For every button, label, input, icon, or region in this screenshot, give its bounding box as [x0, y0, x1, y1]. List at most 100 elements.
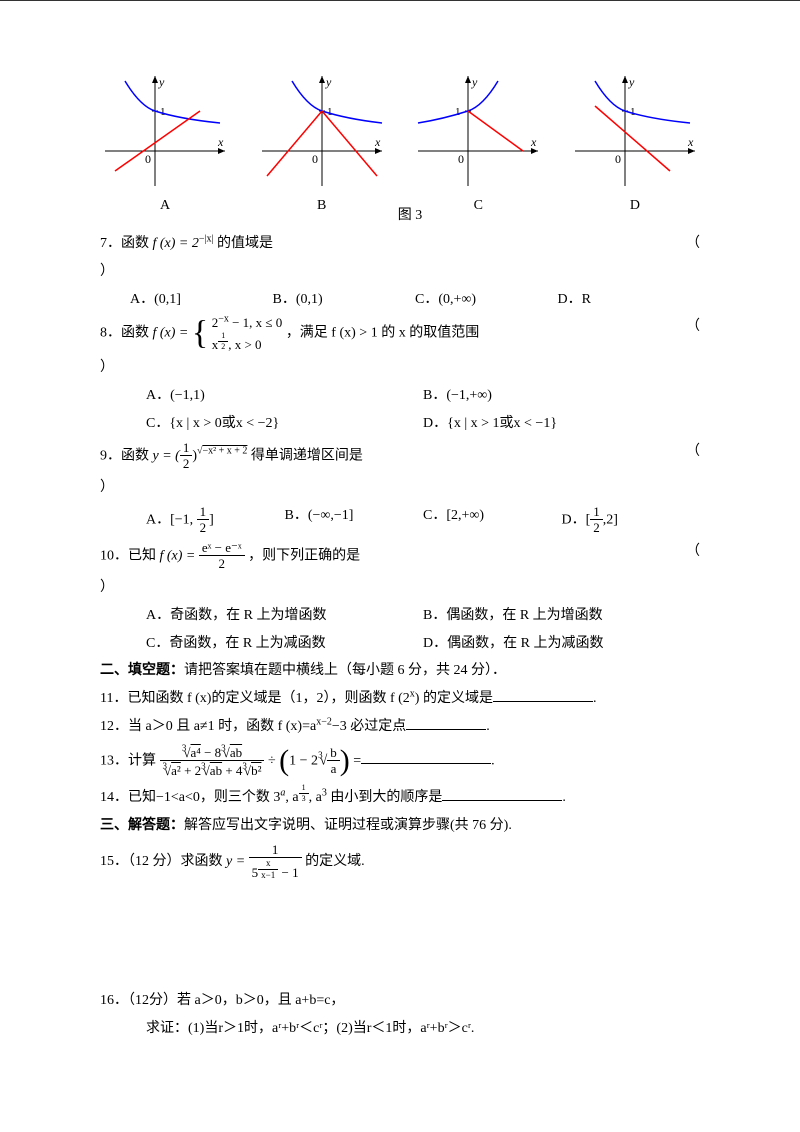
q7-opt-d: D．R: [558, 288, 701, 312]
svg-text:1: 1: [455, 106, 461, 118]
q15-frac: 1 5xx−1 − 1: [249, 842, 302, 881]
q13-mid: ÷: [268, 753, 279, 768]
q13-c: .: [491, 753, 495, 768]
svg-text:y: y: [628, 75, 635, 89]
q9-opt-a: A．[−1, 12]: [146, 504, 285, 536]
q8-c2b: , x > 0: [228, 337, 261, 352]
q10: 10．已知 f (x) = eˣ − e⁻ˣ2 ，则下列正确的是 （: [100, 540, 700, 572]
left-brace-icon: {: [192, 315, 208, 352]
q14-b: 由小到大的顺序是: [330, 790, 442, 805]
paren-open-icon: （: [686, 315, 700, 339]
svg-text:y: y: [325, 75, 332, 89]
spacer: [100, 885, 700, 985]
q13ne: ab: [230, 745, 242, 760]
q9-hd: 2: [180, 456, 193, 472]
q9-y1: y = (: [153, 448, 180, 463]
blank-input[interactable]: [442, 786, 562, 801]
graph-row: y x 0 1 A y x 0 1 B: [100, 71, 700, 214]
q9a1: A．[−1,: [146, 512, 197, 527]
q8-opts-2: C．{x | x > 0或x < −2} D．{x | x > 1或x < −1…: [100, 412, 700, 436]
q7-text-a: 7．函数: [100, 236, 153, 251]
q9-expbody: −x² + x + 2: [203, 445, 248, 456]
q9an: 1: [197, 504, 210, 521]
graph-c: y x 0 1 C: [413, 71, 543, 214]
graph-a: y x 0 1 A: [100, 71, 230, 214]
q9-paren-close: ）: [100, 476, 700, 500]
q7-exp: −|x|: [199, 233, 214, 244]
q9: 9．函数 y = (12)√−x² + x + 2 得单调递增区间是 （: [100, 440, 700, 472]
paren-open-icon: （: [686, 440, 700, 464]
q15-n: 1: [249, 842, 302, 859]
q8-opt-d: D．{x | x > 1或x < −1}: [423, 412, 700, 436]
q12: 12．当 a＞0 且 a≠1 时，函数 f (x)=ax−2−3 必过定点.: [100, 715, 700, 739]
q13-eq: =: [353, 753, 361, 768]
q8-text-a: 8．函数: [100, 326, 153, 341]
graph-d: y x 0 1 D: [570, 71, 700, 214]
sec2-bold: 二、填空题：: [100, 663, 184, 678]
q9a2: ]: [209, 512, 214, 527]
q12-b: −3 必过定点: [332, 719, 406, 734]
q8-opt-b: B．(−1,+∞): [423, 384, 700, 408]
q14-m1: , a: [285, 790, 298, 805]
q13-frac: 3√a⁴ − 83√ab 3√a² + 23√ab + 43√b²: [160, 743, 265, 779]
svg-text:x: x: [687, 135, 694, 149]
q8-fx: f (x) =: [153, 326, 192, 341]
q8-opt-c: C．{x | x > 0或x < −2}: [146, 412, 423, 436]
label-b: B: [257, 198, 387, 214]
q8-c1b: − 1, x ≤ 0: [229, 315, 282, 330]
q15en: x: [258, 858, 278, 870]
q13nb: a⁴: [191, 745, 201, 760]
blank-input[interactable]: [406, 715, 486, 730]
blank-input[interactable]: [361, 749, 491, 764]
q8-c1e: −x: [218, 314, 229, 325]
q15-b: 的定义域.: [305, 853, 365, 868]
q9dd: 2: [590, 520, 603, 536]
svg-text:x: x: [217, 135, 224, 149]
q10-opt-b: B．偶函数，在 R 上为增函数: [423, 604, 700, 628]
q12-sup: x−2: [316, 716, 332, 727]
q13id: a: [327, 761, 340, 777]
q9-options: A．[−1, 12] B．(−∞,−1] C．[2,+∞) D．[12,2]: [100, 504, 700, 536]
svg-text:0: 0: [458, 152, 464, 166]
q13nc: − 8: [201, 745, 221, 760]
q10-opt-d: D．偶函数，在 R 上为减函数: [423, 632, 700, 656]
q13dc: + 2: [181, 763, 201, 778]
q8-opts-1: A．(−1,1) B．(−1,+∞): [100, 384, 700, 408]
q9-opt-c: C．[2,+∞): [423, 504, 562, 536]
q9-b: 得单调递增区间是: [251, 448, 363, 463]
q11: 11．已知函数 f (x)的定义域是（1，2），则函数 f (2x) 的定义域是…: [100, 687, 700, 711]
q8-opt-a: A．(−1,1): [146, 384, 423, 408]
section-3: 三、解答题：解答应写出文字说明、证明过程或演算步骤(共 76 分).: [100, 814, 700, 838]
q13in: b: [327, 745, 340, 762]
q9dn: 1: [590, 504, 603, 521]
q9-hn: 1: [180, 440, 193, 457]
left-paren-icon: (: [279, 744, 289, 777]
q7-opt-c: C．(0,+∞): [415, 288, 558, 312]
q13df: + 4: [222, 763, 242, 778]
q15: 15．（12 分）求函数 y = 1 5xx−1 − 1 的定义域.: [100, 842, 700, 881]
q8: 8．函数 f (x) = { 2−x − 1, x ≤ 0 x12, x > 0…: [100, 315, 700, 352]
q9-a: 9．函数: [100, 448, 153, 463]
svg-text:y: y: [158, 75, 165, 89]
q10-fx: f (x) =: [160, 548, 199, 563]
label-c: C: [413, 198, 543, 214]
q15-y: y =: [226, 853, 249, 868]
svg-text:x: x: [530, 135, 537, 149]
q15-db: − 1: [278, 865, 298, 880]
q14-s3: 3: [322, 787, 327, 798]
blank-input[interactable]: [493, 687, 593, 702]
q9-opt-d: D．[12,2]: [562, 504, 701, 536]
exam-page: y x 0 1 A y x 0 1 B: [0, 0, 800, 1132]
q9-opt-b: B．(−∞,−1]: [285, 504, 424, 536]
q16-l1: 16．（12分）若 a＞0，b＞0，且 a+b=c，: [100, 989, 700, 1013]
q10-paren-close: ）: [100, 576, 700, 600]
q8-cases: 2−x − 1, x ≤ 0 x12, x > 0: [212, 315, 283, 352]
section-2: 二、填空题：请把答案填在题中横线上（每小题 6 分，共 24 分）．: [100, 659, 700, 683]
q13: 13．计算 3√a⁴ − 83√ab 3√a² + 23√ab + 43√b² …: [100, 743, 700, 779]
q10-d: 2: [199, 556, 245, 572]
q14: 14．已知−1<a<0，则三个数 3a, a13, a3 由小到大的顺序是.: [100, 783, 700, 810]
sec2-rest: 请把答案填在题中横线上（每小题 6 分，共 24 分）．: [184, 663, 506, 678]
q10-b: ，则下列正确的是: [248, 548, 360, 563]
q14-c: .: [562, 790, 566, 805]
svg-text:x: x: [374, 135, 381, 149]
